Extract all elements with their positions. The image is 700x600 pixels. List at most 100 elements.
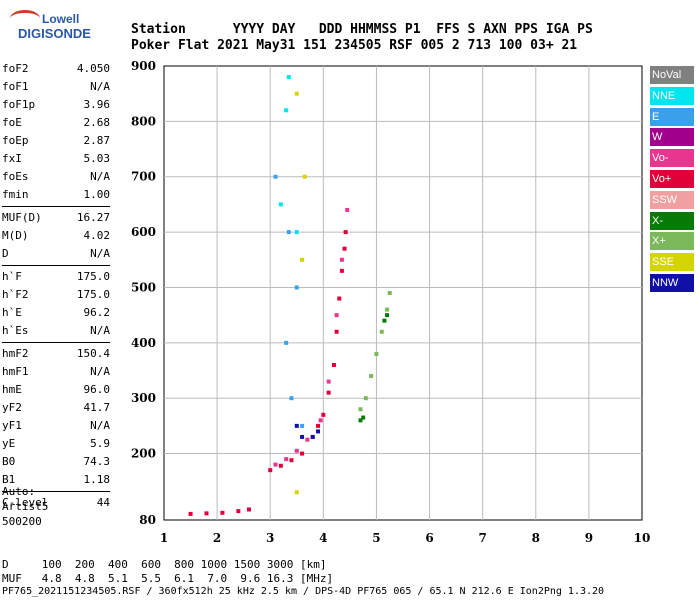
y-tick-label: 200 <box>131 447 156 461</box>
param-row: foF1p 3.96 <box>2 96 110 114</box>
trace-point-vo <box>342 246 347 251</box>
param-row: hmF1 N/A <box>2 363 110 381</box>
param-value: 4.050 <box>76 62 110 75</box>
autoscaling-info: Auto: Artist5 500200 <box>2 484 48 529</box>
param-value: 96.0 <box>83 383 111 396</box>
param-name: foF2 <box>2 62 29 75</box>
legend-item-e: E <box>650 107 694 126</box>
param-row: h`E 96.2 <box>2 304 110 322</box>
trace-point-e <box>289 396 294 401</box>
param-name: B1 <box>2 473 16 486</box>
param-value: 5.03 <box>83 152 111 165</box>
param-value: 4.02 <box>83 229 111 242</box>
param-name: M(D) <box>2 229 29 242</box>
param-value: N/A <box>90 247 110 260</box>
muf-value-row: MUF 4.8 4.8 5.1 5.5 6.1 7.0 9.6 16.3 [MH… <box>2 572 334 585</box>
param-value: N/A <box>90 419 110 432</box>
param-separator <box>2 342 110 343</box>
param-row: h`Es N/A <box>2 322 110 340</box>
param-row: hmF2 150.4 <box>2 345 110 363</box>
trace-point-x <box>385 307 390 312</box>
param-value: 16.27 <box>76 211 110 224</box>
trace-point-x <box>374 351 379 356</box>
param-row: foF2 4.050 <box>2 60 110 78</box>
legend-item-nnw: NNW <box>650 273 694 292</box>
param-name: foE <box>2 116 22 129</box>
param-row: h`F 175.0 <box>2 268 110 286</box>
trace-point-vo <box>284 457 289 462</box>
param-value: 74.3 <box>83 455 111 468</box>
legend-item-vo: Vo+ <box>650 169 694 188</box>
header-values: Poker Flat 2021 May31 151 234505 RSF 005… <box>131 38 578 53</box>
legend-item-sse: SSE <box>650 253 694 272</box>
legend-item-noval: NoVal <box>650 66 694 84</box>
trace-point-vo <box>316 423 321 428</box>
x-tick-label: 1 <box>160 531 168 545</box>
x-tick-label: 8 <box>532 531 540 545</box>
auto-label: Auto: <box>2 485 36 498</box>
param-row: hmE 96.0 <box>2 381 110 399</box>
trace-point-sse <box>294 490 299 495</box>
param-name: yF1 <box>2 419 22 432</box>
param-row: B0 74.3 <box>2 453 110 471</box>
param-row: MUF(D) 16.27 <box>2 209 110 227</box>
legend-item-x: X+ <box>650 232 694 251</box>
muf-distance-row: D 100 200 400 600 800 1000 1500 3000 [km… <box>2 558 327 571</box>
trace-point-nnw <box>316 429 321 434</box>
plot-frame <box>163 65 643 521</box>
param-value: 150.4 <box>76 347 110 360</box>
param-name: foEp <box>2 134 29 147</box>
param-value: 175.0 <box>76 270 110 283</box>
legend-item-nne: NNE <box>650 86 694 105</box>
param-value: 175.0 <box>76 288 110 301</box>
trace-point-nne <box>286 75 291 80</box>
trace-point-e <box>273 174 278 179</box>
trace-point-vo <box>220 510 225 515</box>
param-value: 2.68 <box>83 116 111 129</box>
param-row: fxI 5.03 <box>2 150 110 168</box>
trace-point-vo <box>326 379 331 384</box>
trace-point-vo <box>188 511 193 516</box>
param-value: 41.7 <box>83 401 111 414</box>
param-row: fmin 1.00 <box>2 186 110 204</box>
trace-point-x <box>358 407 363 412</box>
param-value: 1.00 <box>83 188 111 201</box>
param-name: fmin <box>2 188 29 201</box>
trace-point-sse <box>294 91 299 96</box>
trace-point-nne <box>278 202 283 207</box>
param-row: yF2 41.7 <box>2 399 110 417</box>
trace-point-vo <box>305 437 310 442</box>
param-name: hmF1 <box>2 365 29 378</box>
auto-version: 500200 <box>2 515 42 528</box>
trace-point-vo <box>273 462 278 467</box>
y-tick-label: 700 <box>131 170 156 184</box>
y-tick-label: 80 <box>139 513 156 527</box>
param-separator <box>2 491 110 492</box>
param-value: N/A <box>90 170 110 183</box>
legend-item-vo: Vo- <box>650 149 694 168</box>
trace-point-e <box>294 285 299 290</box>
param-name: yF2 <box>2 401 22 414</box>
param-name: h`Es <box>2 324 29 337</box>
header-labels: Station YYYY DAY DDD HHMMSS P1 FFS S AXN… <box>131 22 593 37</box>
x-tick-label: 2 <box>213 531 221 545</box>
trace-point-nne <box>284 108 289 113</box>
param-value: N/A <box>90 324 110 337</box>
legend-item-ssw: SSW <box>650 190 694 209</box>
param-separator <box>2 206 110 207</box>
param-name: B0 <box>2 455 16 468</box>
x-tick-label: 9 <box>585 531 593 545</box>
param-name: foF1p <box>2 98 36 111</box>
param-name: D <box>2 247 9 260</box>
param-row: yF1 N/A <box>2 417 110 435</box>
trace-point-vo <box>300 451 305 456</box>
y-tick-label: 900 <box>131 59 156 73</box>
y-tick-label: 300 <box>131 391 156 405</box>
param-row: B1 1.18 <box>2 471 110 489</box>
auto-artist: Artist5 <box>2 500 49 513</box>
trace-point-x <box>379 329 384 334</box>
param-name: yE <box>2 437 16 450</box>
trace-point-x <box>382 318 387 323</box>
trace-point-e <box>284 340 289 345</box>
param-value: 44 <box>96 496 110 509</box>
